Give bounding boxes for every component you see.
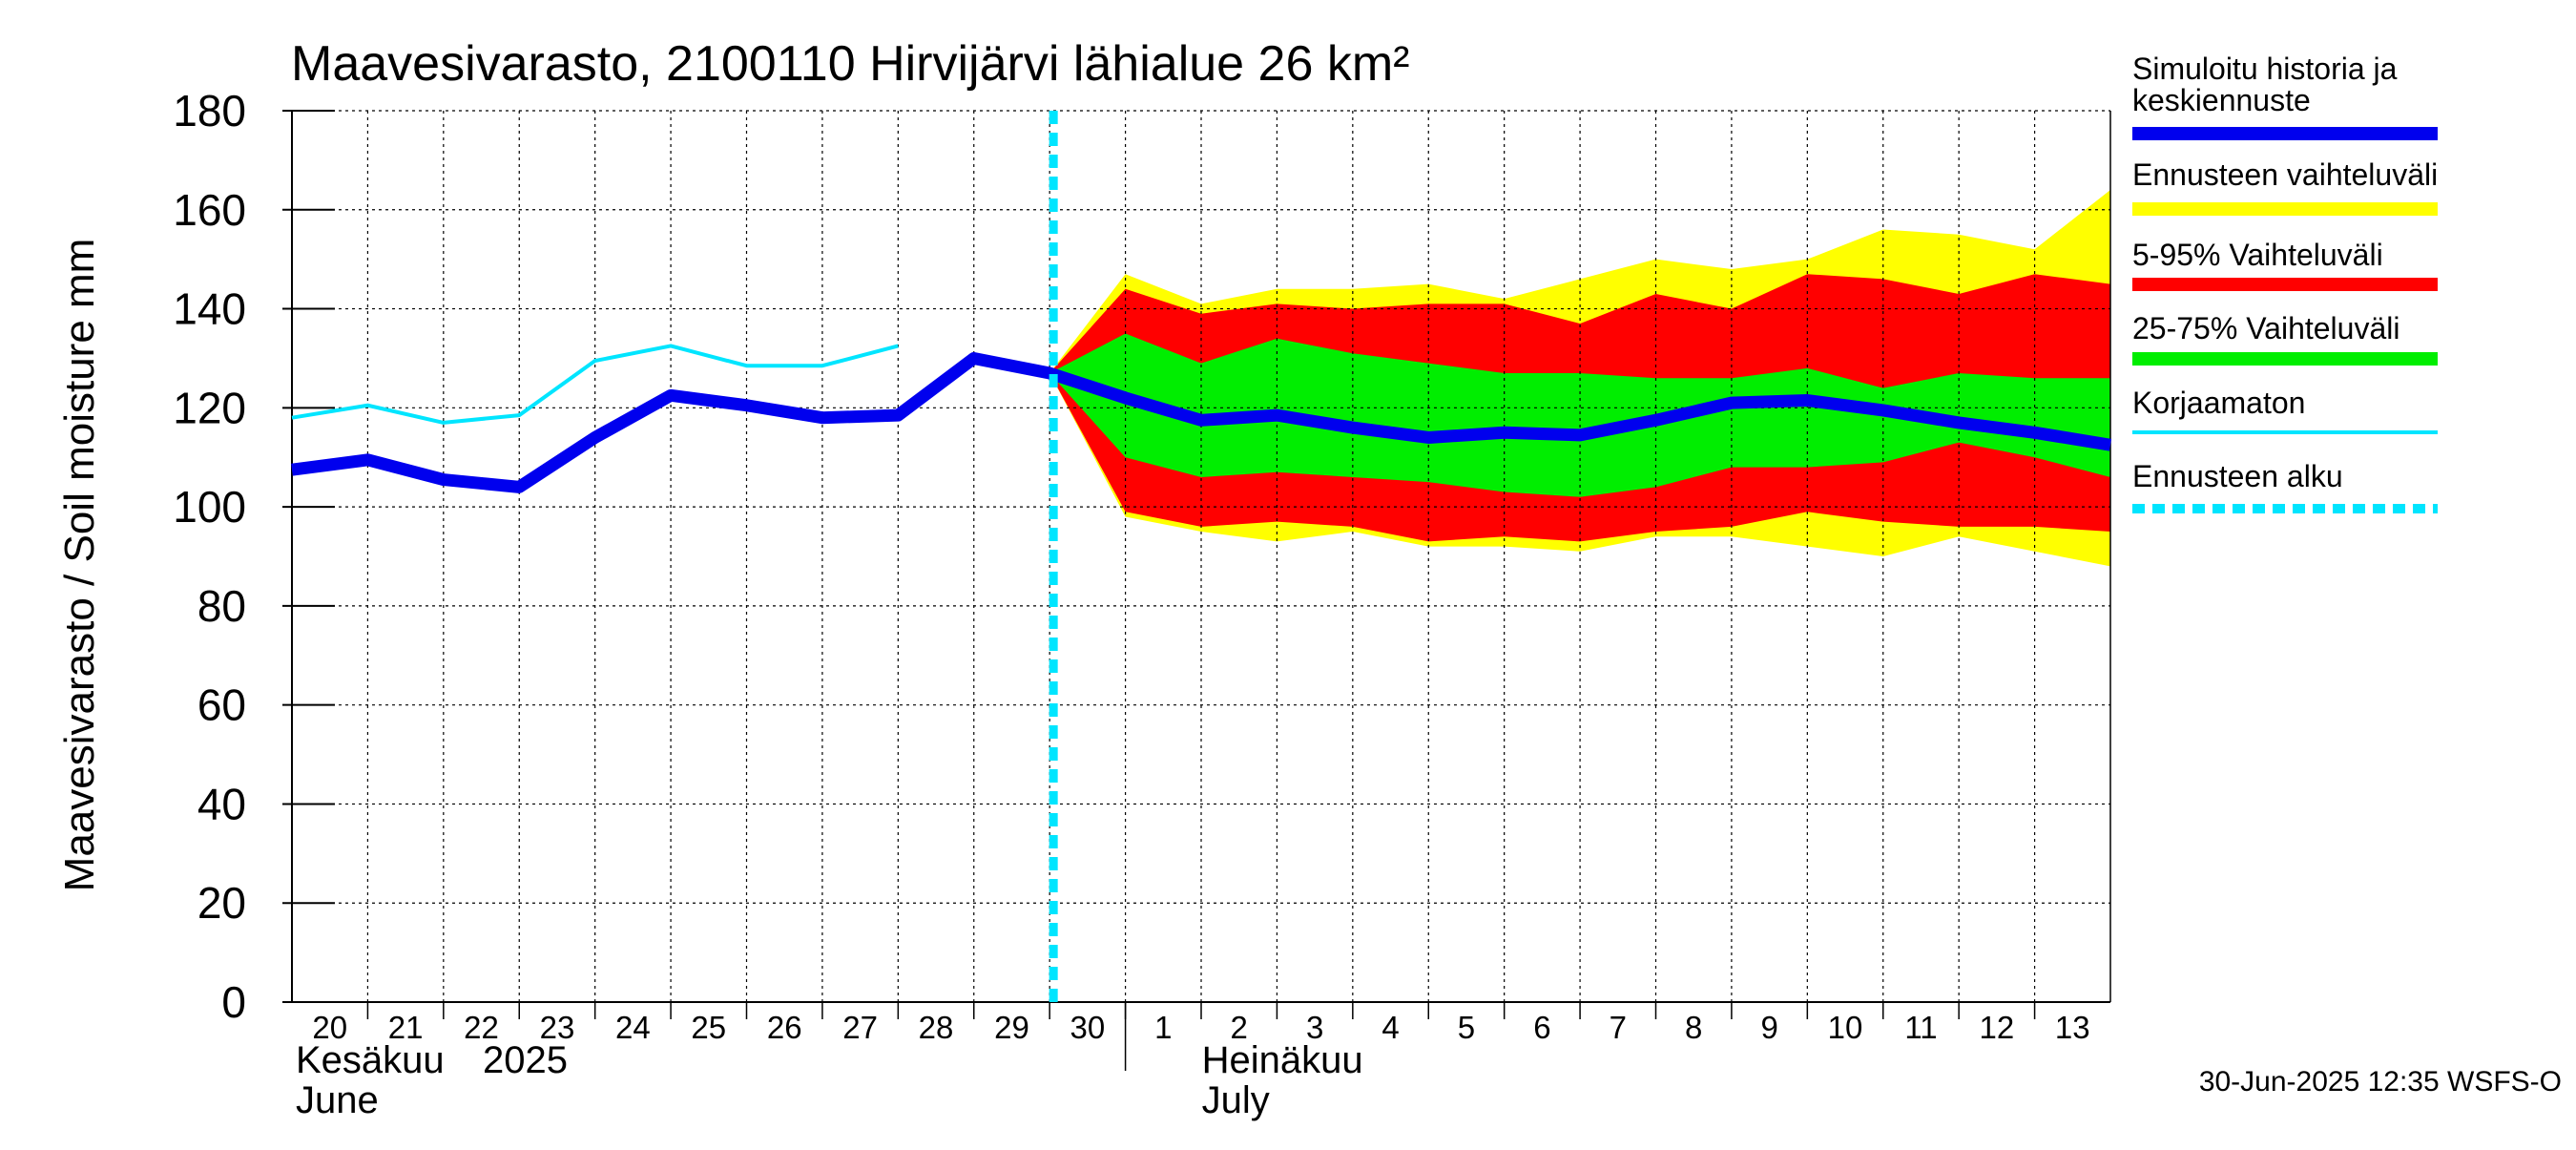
x-tick-label: 6 xyxy=(1533,1010,1550,1045)
month-label-june-en: June xyxy=(296,1079,379,1121)
legend-label: Simuloitu historia ja xyxy=(2132,52,2398,86)
x-tick-label: 29 xyxy=(994,1010,1029,1045)
legend-label: 25-75% Vaihteluväli xyxy=(2132,311,2399,345)
timestamp-footer: 30-Jun-2025 12:35 WSFS-O xyxy=(2199,1066,2562,1098)
x-tick-label: 13 xyxy=(2055,1010,2090,1045)
month-label-july-fi: Heinäkuu xyxy=(1202,1039,1363,1081)
x-tick-label: 24 xyxy=(615,1010,651,1045)
x-tick-label: 5 xyxy=(1458,1010,1475,1045)
x-tick-label: 8 xyxy=(1685,1010,1702,1045)
x-tick-label: 7 xyxy=(1610,1010,1627,1045)
x-tick-label: 21 xyxy=(388,1010,424,1045)
uncorrected-line xyxy=(291,344,899,425)
x-tick-label: 25 xyxy=(691,1010,726,1045)
legend-label: 5-95% Vaihteluväli xyxy=(2132,238,2383,272)
chart-title: Maavesivarasto, 2100110 Hirvijärvi lähia… xyxy=(291,36,1409,92)
simulated-median-line xyxy=(291,351,2112,493)
y-tick-label: 140 xyxy=(173,284,246,334)
x-tick-label: 20 xyxy=(312,1010,347,1045)
y-tick-label: 160 xyxy=(173,185,246,235)
y-tick-label: 20 xyxy=(197,878,246,928)
x-tick-label: 9 xyxy=(1760,1010,1777,1045)
y-tick-label: 100 xyxy=(173,482,246,532)
month-label-year: 2025 xyxy=(483,1039,568,1081)
x-tick-label: 28 xyxy=(919,1010,954,1045)
legend-label: Ennusteen alku xyxy=(2132,459,2343,493)
y-tick-label: 60 xyxy=(197,680,246,730)
y-tick-label: 40 xyxy=(197,779,246,828)
x-tick-label: 2 xyxy=(1231,1010,1248,1045)
x-tick-label: 12 xyxy=(1980,1010,2015,1045)
month-label-july-en: July xyxy=(1202,1079,1270,1121)
x-tick-label: 22 xyxy=(464,1010,499,1045)
y-tick-label: 120 xyxy=(173,383,246,432)
x-tick-label: 27 xyxy=(842,1010,878,1045)
x-tick-label: 26 xyxy=(767,1010,802,1045)
x-tick-label: 1 xyxy=(1154,1010,1172,1045)
x-tick-label: 4 xyxy=(1381,1010,1399,1045)
x-tick-label: 30 xyxy=(1070,1010,1106,1045)
x-tick-label: 23 xyxy=(540,1010,575,1045)
month-label-june-fi: Kesäkuu xyxy=(296,1039,445,1081)
band-3 xyxy=(1049,333,2110,497)
y-axis-label: Maavesivarasto / Soil moisture mm xyxy=(56,239,103,892)
y-tick-label: 180 xyxy=(173,86,246,136)
legend-label: keskiennuste xyxy=(2132,83,2311,117)
legend-label: Ennusteen vaihteluväli xyxy=(2132,157,2438,192)
x-tick-label: 10 xyxy=(1828,1010,1863,1045)
y-tick-label: 0 xyxy=(221,977,246,1027)
legend-label: Korjaamaton xyxy=(2132,386,2305,420)
x-tick-label: 11 xyxy=(1904,1010,1937,1045)
x-tick-label: 3 xyxy=(1306,1010,1323,1045)
y-tick-label: 80 xyxy=(197,581,246,631)
